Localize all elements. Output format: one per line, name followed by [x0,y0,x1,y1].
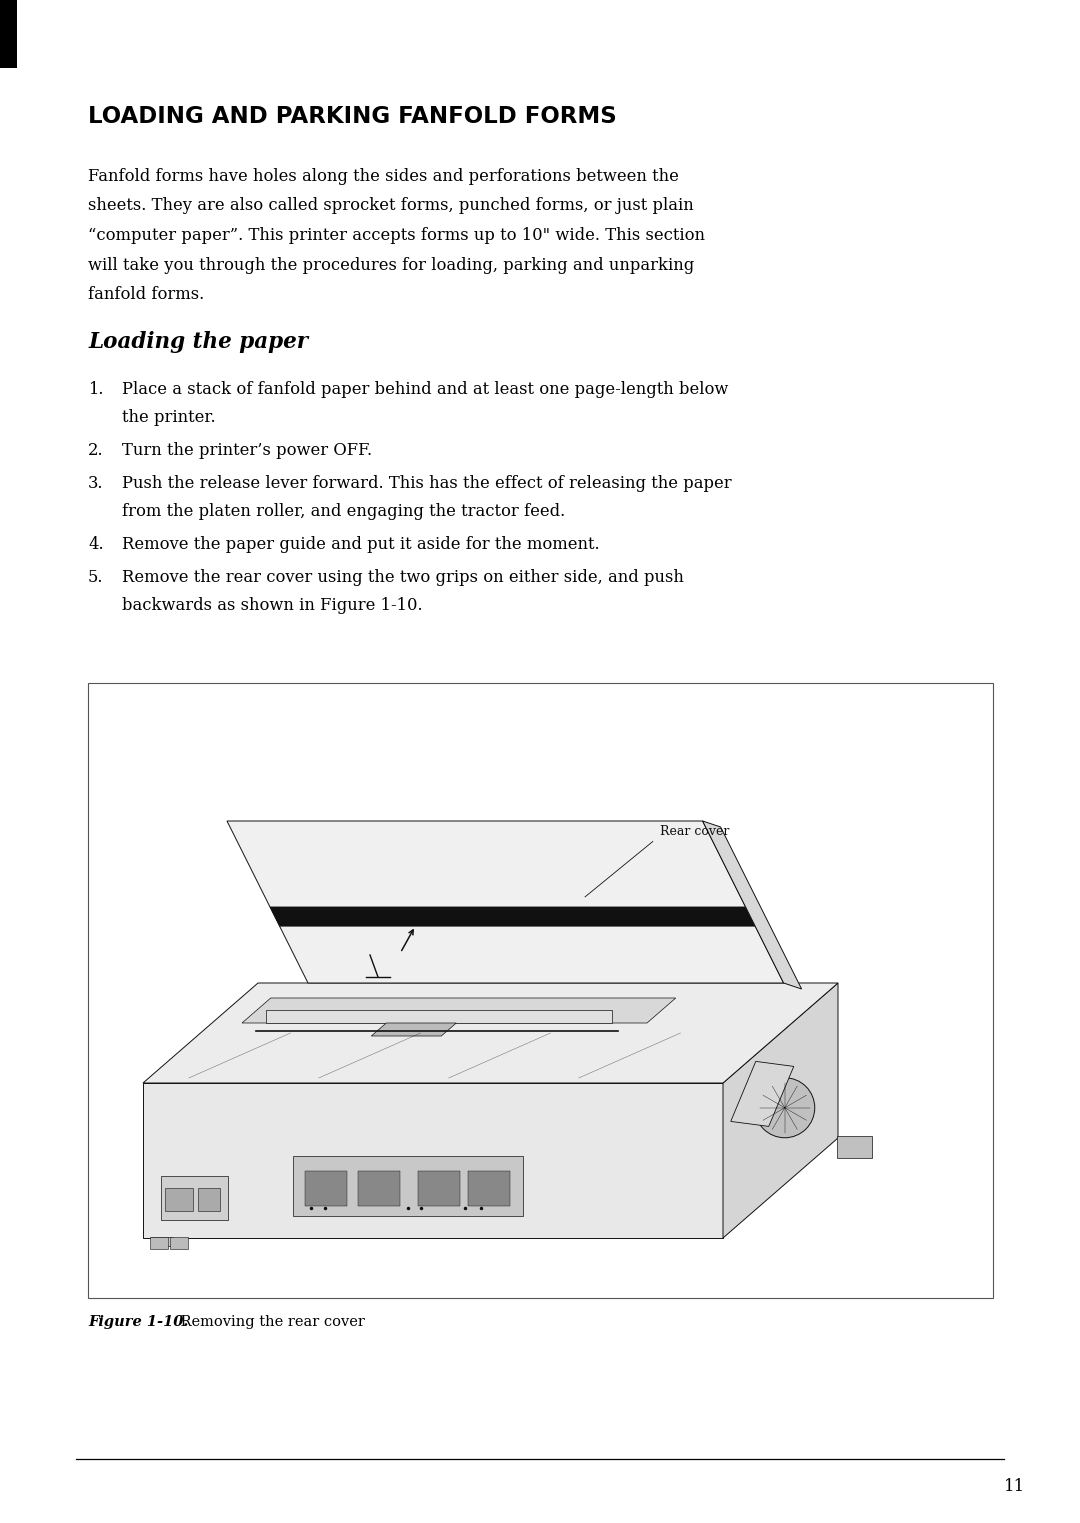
Text: Loading the paper: Loading the paper [87,330,308,353]
Text: Figure 1-10.: Figure 1-10. [87,1314,189,1330]
Polygon shape [305,1171,347,1206]
Text: 5.: 5. [87,570,104,586]
Text: Push the release lever forward. This has the effect of releasing the paper: Push the release lever forward. This has… [122,475,731,492]
Polygon shape [161,1176,228,1220]
Text: 11: 11 [1003,1477,1025,1496]
Text: sheets. They are also called sprocket forms, punched forms, or just plain: sheets. They are also called sprocket fo… [87,198,693,215]
Polygon shape [270,906,755,926]
Text: Turn the printer’s power OFF.: Turn the printer’s power OFF. [122,442,373,458]
Text: Place a stack of fanfold paper behind and at least one page-length below: Place a stack of fanfold paper behind an… [122,381,728,398]
Polygon shape [357,1171,400,1206]
Polygon shape [143,982,838,1083]
Circle shape [755,1078,814,1138]
Bar [87,682,993,1298]
Polygon shape [293,1156,523,1215]
Bar [837,1136,872,1157]
Text: 1.: 1. [87,381,104,398]
Text: “computer paper”. This printer accepts forms up to 10" wide. This section: “computer paper”. This printer accepts f… [87,227,705,244]
Text: fanfold forms.: fanfold forms. [87,286,204,303]
Text: Remove the rear cover using the two grips on either side, and push: Remove the rear cover using the two grip… [122,570,684,586]
Polygon shape [143,1083,723,1238]
Text: will take you through the procedures for loading, parking and unparking: will take you through the procedures for… [87,256,694,274]
Polygon shape [227,821,784,982]
Text: 2.: 2. [87,442,104,458]
Text: Fanfold forms have holes along the sides and perforations between the: Fanfold forms have holes along the sides… [87,168,679,184]
Polygon shape [165,1188,193,1211]
Polygon shape [731,1062,794,1127]
Polygon shape [372,1023,456,1036]
Text: 3.: 3. [87,475,104,492]
Bar [170,1237,188,1249]
Polygon shape [468,1171,510,1206]
Bar [151,1237,173,1246]
Text: 4.: 4. [87,536,104,553]
Text: LOADING AND PARKING FANFOLD FORMS: LOADING AND PARKING FANFOLD FORMS [87,105,617,128]
Text: backwards as shown in Figure 1-10.: backwards as shown in Figure 1-10. [122,597,422,614]
Text: Removing the rear cover: Removing the rear cover [176,1314,365,1330]
Polygon shape [267,1010,612,1023]
Polygon shape [198,1188,220,1211]
Bar [150,1237,168,1249]
Polygon shape [703,821,801,988]
Text: Rear cover: Rear cover [660,825,729,839]
Text: from the platen roller, and engaging the tractor feed.: from the platen roller, and engaging the… [122,503,565,519]
Polygon shape [723,982,838,1238]
Polygon shape [418,1171,460,1206]
Bar [0,0,17,69]
Text: the printer.: the printer. [122,410,216,426]
Polygon shape [242,998,676,1023]
Text: Remove the paper guide and put it aside for the moment.: Remove the paper guide and put it aside … [122,536,599,553]
